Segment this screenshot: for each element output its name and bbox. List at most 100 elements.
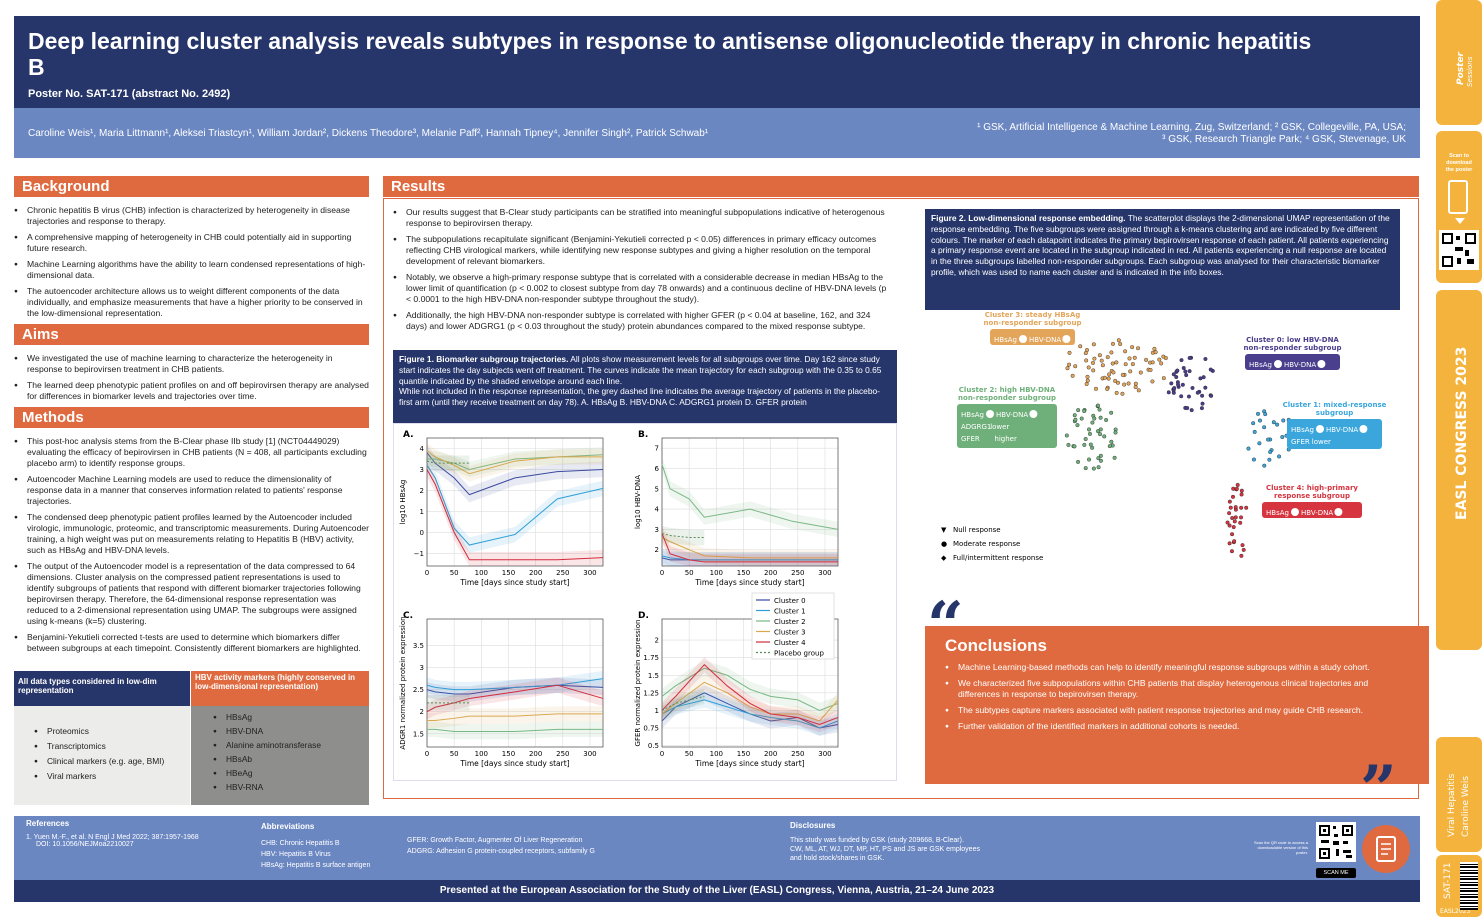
umap-point	[1109, 410, 1114, 415]
series-line	[661, 664, 839, 726]
x-tick-label: 200	[764, 569, 777, 577]
x-tick-label: 50	[450, 750, 459, 758]
umap-point	[1280, 435, 1285, 440]
umap-point	[1187, 355, 1192, 360]
legend-entry: Full/intermittent response	[953, 554, 1043, 562]
references: References 1. Yuen M.-F., et al. N Engl …	[26, 819, 246, 848]
list-item: The autoencoder architecture allows us t…	[14, 286, 369, 319]
x-tick-label: 50	[685, 569, 694, 577]
series-envelope	[662, 688, 705, 719]
umap-point	[1189, 408, 1194, 413]
umap-point	[1126, 381, 1131, 386]
cluster-marker-label: HBsAg	[994, 336, 1017, 344]
y-axis-label: ADGR1 normalized protein expression	[399, 616, 407, 749]
umap-point	[1209, 393, 1214, 398]
umap-point	[1072, 413, 1077, 418]
umap-point	[1241, 547, 1246, 552]
congress-label: EASL CONGRESS 2023	[1454, 347, 1470, 520]
abbreviation-item: GFER: Growth Factor, Augmenter Of Liver …	[407, 837, 583, 844]
chart-panel: A. 0 50 100 150 200 250 300 −1 0 1 2 3 4 Time [days si…	[399, 430, 604, 587]
umap-point	[1227, 541, 1232, 546]
umap-point	[1087, 457, 1092, 462]
legend-marker-icon: ▼	[941, 526, 947, 534]
affiliation-line: ¹ GSK, Artificial Intelligence & Machine…	[977, 122, 1406, 133]
background-heading: Background	[14, 176, 369, 197]
umap-point	[1183, 369, 1188, 374]
umap-point	[1083, 437, 1088, 442]
umap-point	[1235, 482, 1240, 487]
umap-point	[1122, 382, 1127, 387]
series-line	[661, 537, 838, 559]
umap-point	[1120, 391, 1125, 396]
umap-point	[1148, 367, 1153, 372]
umap-point	[1171, 372, 1176, 377]
umap-point	[1096, 403, 1101, 408]
arrow-icon	[1317, 360, 1326, 368]
y-tick-label: 5	[655, 485, 659, 493]
series-line	[426, 469, 604, 561]
cluster-marker-label: HBsAg	[1249, 361, 1272, 369]
poster-header: Deep learning cluster analysis reveals s…	[14, 16, 1420, 108]
umap-point	[1181, 365, 1186, 370]
abbreviations-continued: GFER: Growth Factor, Augmenter Of Liver …	[407, 835, 647, 857]
table-header: All data types considered in low-dim rep…	[14, 671, 190, 706]
series-envelope	[662, 674, 838, 729]
svg-text:Sessions: Sessions	[1466, 56, 1474, 87]
x-axis-label: Time [days since study start]	[694, 578, 804, 587]
conclusions-box: Conclusions Machine Learning-based metho…	[925, 626, 1429, 784]
umap-point	[1239, 515, 1244, 520]
list-item: Alanine aminotransferase	[213, 740, 369, 751]
quote-close-icon: ”	[1360, 752, 1397, 827]
y-tick-label: 1.5	[648, 672, 659, 680]
presented-at: Presented at the European Association fo…	[14, 880, 1420, 902]
download-tab[interactable]: Scan to download the poster	[1436, 131, 1482, 283]
topic-tab: Viral Hepatitis Caroline Weis	[1436, 737, 1482, 852]
umap-point	[1086, 365, 1091, 370]
series-line	[661, 533, 838, 563]
series-envelope	[427, 447, 603, 478]
x-tick-label: 0	[660, 569, 664, 577]
umap-point	[1088, 442, 1093, 447]
results-panel	[383, 198, 1419, 799]
poster-code: SAT-171	[1443, 863, 1453, 899]
umap-point	[1065, 366, 1070, 371]
y-tick-label: 7	[655, 445, 659, 453]
umap-point	[1096, 456, 1101, 461]
cluster-marker-label: HBV-DNA	[1029, 336, 1061, 344]
y-tick-label: 1	[655, 707, 659, 715]
qr-code-icon[interactable]	[1316, 822, 1356, 862]
umap-point	[1172, 386, 1177, 391]
legend-box	[751, 592, 835, 660]
poster-title: Deep learning cluster analysis reveals s…	[28, 28, 1312, 80]
list-item: Proteomics	[34, 726, 190, 737]
y-tick-label: 1.75	[643, 654, 659, 662]
list-item: Machine Learning-based methods can help …	[945, 662, 1405, 673]
umap-point	[1072, 444, 1077, 449]
umap-point	[1109, 439, 1114, 444]
umap-point	[1176, 382, 1181, 387]
cluster-info-box	[1287, 419, 1382, 449]
document-icon[interactable]	[1362, 825, 1410, 873]
umap-point	[1098, 453, 1103, 458]
cluster-marker-label: ADGRG1	[961, 423, 991, 431]
list-item: Further validation of the identified mar…	[945, 721, 1405, 732]
plot-frame	[426, 437, 604, 567]
umap-point	[1104, 417, 1109, 422]
legend-entry: Cluster 4	[774, 639, 806, 647]
qr-code-icon[interactable]	[1439, 230, 1479, 270]
umap-point	[1185, 406, 1190, 411]
umap-point	[1097, 407, 1102, 412]
y-axis-label: log10 HBsAg	[399, 480, 407, 525]
figure1-caption-text: While not included in the response repre…	[399, 386, 880, 408]
x-tick-label: 150	[502, 750, 515, 758]
umap-point	[1239, 488, 1244, 493]
legend-marker-icon: ◆	[941, 554, 947, 562]
aims-heading: Aims	[14, 324, 369, 345]
umap-point	[1136, 388, 1141, 393]
x-tick-label: 150	[502, 569, 515, 577]
umap-point	[1078, 344, 1083, 349]
umap-point	[1083, 466, 1088, 471]
umap-point	[1208, 367, 1213, 372]
umap-point	[1128, 369, 1133, 374]
umap-point	[1091, 466, 1096, 471]
